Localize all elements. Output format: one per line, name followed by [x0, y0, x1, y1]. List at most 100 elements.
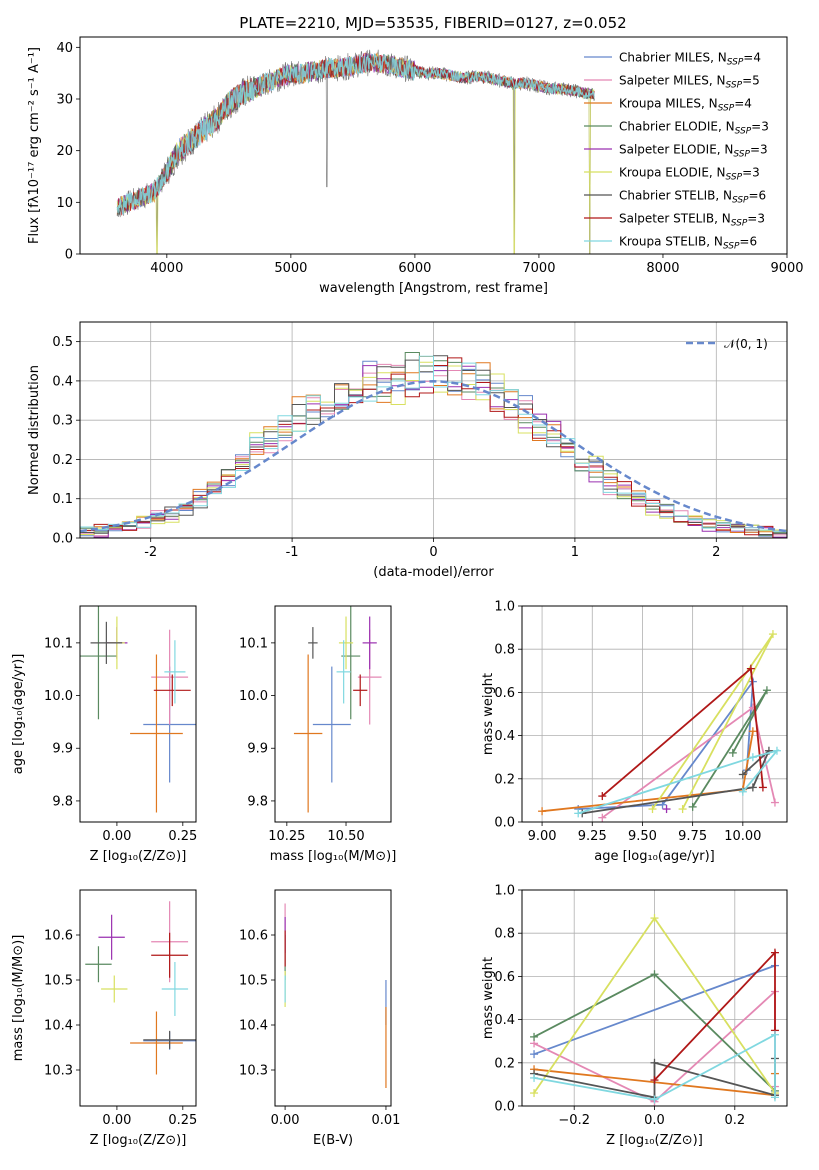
- y-tick-label: 9.9: [52, 742, 73, 757]
- mass-weight-marker: [748, 727, 757, 736]
- mass-weight-marker: [650, 1058, 659, 1067]
- legend-entry-tail: =3: [750, 143, 768, 157]
- errorbar-point-8: [353, 674, 368, 707]
- y-tick-label: 0.8: [494, 643, 515, 658]
- mass-vs-z-plot-area: [85, 901, 196, 1075]
- legend-entry-sub: SSP: [723, 242, 740, 252]
- legend-entry-main: Kroupa ELODIE, N: [619, 166, 726, 180]
- model-spectrum-9: [116, 52, 595, 215]
- mass-weight-marker: [530, 1073, 539, 1082]
- axes-frame: [79, 321, 788, 539]
- errorbar-point-4: [85, 946, 112, 983]
- legend-entry-tail: =3: [751, 120, 769, 134]
- mass-vs-ebv-plot-area: [284, 903, 387, 1088]
- x-tick-label: 7000: [522, 261, 555, 276]
- x-tick-label: 0.00: [102, 1113, 131, 1128]
- x-axis-label: Z [log₁₀(Z/Z⊙)]: [606, 1133, 703, 1148]
- errorbar-point-8: [151, 932, 189, 978]
- age-vs-mass-plot-area: [293, 606, 382, 813]
- errorbar-point-9: [336, 640, 351, 704]
- axes-frame: [79, 36, 788, 255]
- x-tick-label: 0.01: [371, 1113, 400, 1128]
- y-tick-label: 10.0: [44, 689, 73, 704]
- x-tick-label: 0.25: [168, 1113, 197, 1128]
- legend-entry-1: Chabrier MILES, NSSP=4: [619, 51, 761, 68]
- x-tick-label: 2: [712, 545, 720, 560]
- y-tick-label: 0.2: [494, 1056, 515, 1071]
- y-tick-label: 10.6: [44, 929, 73, 944]
- errorbar-point-1: [312, 666, 351, 783]
- y-axis-label: Normed distribution: [27, 365, 42, 495]
- legend-entry-sub: SSP: [733, 150, 750, 160]
- y-tick-label: 0.5: [52, 335, 73, 350]
- legend-entry-main: Chabrier MILES, N: [619, 51, 727, 65]
- legend-entry-main: Chabrier STELIB, N: [619, 189, 732, 203]
- y-axis-label: Flux [fλ10⁻¹⁷ erg cm⁻² s⁻¹ A⁻¹]: [27, 47, 42, 244]
- y-tick-label: 0.8: [494, 927, 515, 942]
- mass-weight-marker: [748, 783, 757, 792]
- mass-weight-marker: [648, 805, 657, 814]
- mass-weight-marker: [530, 1089, 539, 1098]
- mass-weight-marker: [748, 753, 757, 762]
- mass-weight-marker: [574, 809, 583, 818]
- mass-weight-line-8: [533, 1033, 776, 1101]
- y-tick-label: 20: [56, 144, 73, 159]
- mass-weight-marker: [738, 770, 747, 779]
- y-tick-label: 0.2: [494, 772, 515, 787]
- mass-weight-marker: [728, 748, 737, 757]
- y-tick-label: 0.0: [494, 816, 515, 831]
- gaussian-curve: [80, 380, 787, 533]
- x-tick-label: 9.75: [678, 829, 707, 844]
- errorbar-point-3: [130, 1011, 183, 1075]
- gaussian-legend-label: 𝒩(0, 1): [724, 337, 768, 351]
- legend-entry-8: Salpeter STELIB, NSSP=3: [619, 212, 765, 229]
- legend-entry-4: Chabrier ELODIE, NSSP=3: [619, 120, 769, 137]
- legend-entry-main: Salpeter STELIB, N: [619, 212, 731, 226]
- age-vs-z-plot-area: [80, 606, 196, 813]
- y-axis-label: mass weight: [481, 673, 496, 755]
- legend-entry-tail: =3: [747, 212, 765, 226]
- y-axis-label: mass weight: [481, 957, 496, 1039]
- legend-entry-tail: =4: [734, 97, 752, 111]
- x-tick-label: 10.25: [268, 829, 305, 844]
- x-tick-label: 4000: [150, 261, 183, 276]
- x-tick-label: 0.00: [102, 829, 131, 844]
- legend-entry-6: Kroupa ELODIE, NSSP=3: [619, 166, 760, 183]
- mass-vs-z-panel: 0.00 0.25 10.3 10.4 10.5 10.6 Z [log₁₀(Z/Z⊙)] m…: [11, 889, 197, 1148]
- legend-entry-tail: =5: [742, 74, 760, 88]
- massweight-vs-z-plot-area: [530, 914, 779, 1106]
- mass-weight-marker: [650, 1095, 659, 1104]
- mass-weight-marker: [738, 787, 747, 796]
- x-tick-label: 0.2: [724, 1113, 745, 1128]
- y-tick-label: 1.0: [494, 884, 515, 899]
- mass-weight-marker: [650, 1076, 659, 1085]
- y-tick-label: 0.4: [52, 374, 73, 389]
- legend-entry-tail: =4: [743, 51, 761, 65]
- errorbar-point-7: [143, 1030, 196, 1049]
- y-tick-label: 10.1: [44, 636, 73, 651]
- x-axis-label: age [log₁₀(age/yr)]: [594, 849, 715, 864]
- errorbar-point-7: [90, 621, 123, 664]
- y-tick-label: 30: [56, 93, 73, 108]
- mass-weight-marker: [770, 1030, 779, 1039]
- legend-entry-9: Kroupa STELIB, NSSP=6: [619, 235, 757, 252]
- y-tick-label: 9.8: [52, 794, 73, 809]
- massweight-vs-age-panel: 9.00 9.25 9.50 9.75 10.00 0.0 0.2 0.4 0.6 0.8 1.0 a…: [481, 600, 788, 864]
- mass-weight-marker: [678, 805, 687, 814]
- errorbar-point-3: [130, 654, 183, 813]
- y-tick-label: 10.3: [44, 1064, 73, 1079]
- legend-entry-sub: SSP: [735, 127, 752, 137]
- mass-weight-marker: [650, 914, 659, 923]
- errorbar-point-4: [341, 606, 361, 720]
- massweight-vs-z-panel: −0.2 0.0 0.2 0.0 0.2 0.4 0.6 0.8 1.0 Z [log₁₀(Z/Z…: [481, 884, 788, 1148]
- y-tick-label: 1.0: [494, 600, 515, 615]
- errorbar-point-5: [98, 914, 125, 960]
- mass-weight-marker: [688, 802, 697, 811]
- y-axis-label: mass [log₁₀(M/M⊙)]: [11, 935, 26, 1062]
- x-tick-label: 9000: [770, 261, 803, 276]
- y-tick-label: 0.6: [494, 970, 515, 985]
- y-axis-label: age [log₁₀(age/yr)]: [11, 654, 26, 775]
- mass-weight-marker: [746, 664, 755, 673]
- residual-panel: -2 -1 0 1 2 0.0 0.1 0.2 0.3 0.4 0.5 (data-model)/er…: [27, 321, 788, 580]
- legend-entry-main: Salpeter ELODIE, N: [619, 143, 733, 157]
